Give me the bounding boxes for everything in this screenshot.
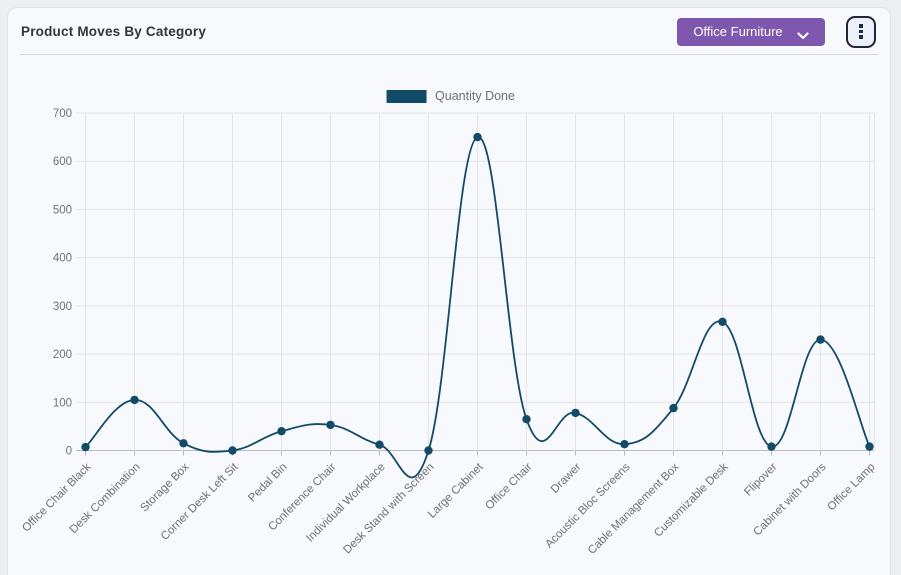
chart-legend: Quantity Done	[386, 89, 515, 103]
quantity-done-line	[84, 136, 871, 479]
x-axis-category-label: Desk Stand with Screen	[341, 461, 436, 556]
card-header: Product Moves By Category Office Furnitu…	[8, 8, 890, 54]
y-axis-tick-label: 400	[53, 253, 72, 265]
legend-swatch	[386, 89, 427, 103]
data-point[interactable]	[228, 446, 237, 455]
y-axis-tick-label: 100	[53, 397, 72, 409]
data-point[interactable]	[669, 403, 678, 413]
x-axis-category-label: Office Chair	[483, 461, 534, 512]
header-divider	[20, 54, 878, 55]
page-title: Product Moves By Category	[21, 24, 207, 39]
x-axis-category-label: Storage Box	[138, 461, 191, 514]
y-axis-tick-label: 200	[53, 349, 72, 361]
data-point[interactable]	[277, 427, 286, 436]
category-select-value: Office Furniture	[693, 24, 783, 39]
y-axis-tick-label: 700	[53, 108, 72, 120]
y-axis-tick-label: 600	[53, 156, 72, 168]
header-controls: Office Furniture	[677, 15, 876, 48]
category-select[interactable]: Office Furniture	[677, 17, 825, 46]
data-point[interactable]	[718, 317, 727, 326]
x-axis-category-label: Pedal Bin	[246, 461, 289, 504]
chart-card: Product Moves By Category Office Furnitu…	[7, 7, 891, 575]
x-axis-category-label: Acoustic Bloc Screens	[543, 461, 633, 551]
x-axis-category-label: Office Lamp	[825, 461, 877, 513]
y-axis-tick-label: 500	[53, 204, 72, 216]
data-point[interactable]	[767, 442, 776, 451]
y-axis-tick-label: 0	[66, 446, 72, 458]
x-axis-category-label: Cable Management Box	[586, 461, 682, 557]
data-point[interactable]	[473, 132, 482, 142]
y-axis-tick-label: 300	[53, 301, 72, 313]
data-point[interactable]	[326, 420, 335, 430]
data-point[interactable]	[375, 440, 384, 449]
data-point[interactable]	[522, 415, 531, 424]
data-point[interactable]	[81, 442, 90, 452]
x-axis-category-label: Drawer	[549, 461, 584, 496]
data-point[interactable]	[179, 439, 188, 448]
data-point[interactable]	[816, 335, 825, 344]
kebab-menu-icon	[859, 24, 863, 39]
x-axis-category-label: Flipover	[742, 461, 780, 499]
data-point[interactable]	[571, 408, 580, 418]
data-point[interactable]	[424, 446, 433, 455]
chevron-down-icon	[797, 28, 809, 39]
kebab-menu-button[interactable]	[846, 15, 876, 48]
legend-label: Quantity Done	[435, 89, 515, 103]
data-point[interactable]	[865, 442, 874, 451]
data-point[interactable]	[620, 440, 629, 449]
data-point[interactable]	[130, 395, 139, 405]
